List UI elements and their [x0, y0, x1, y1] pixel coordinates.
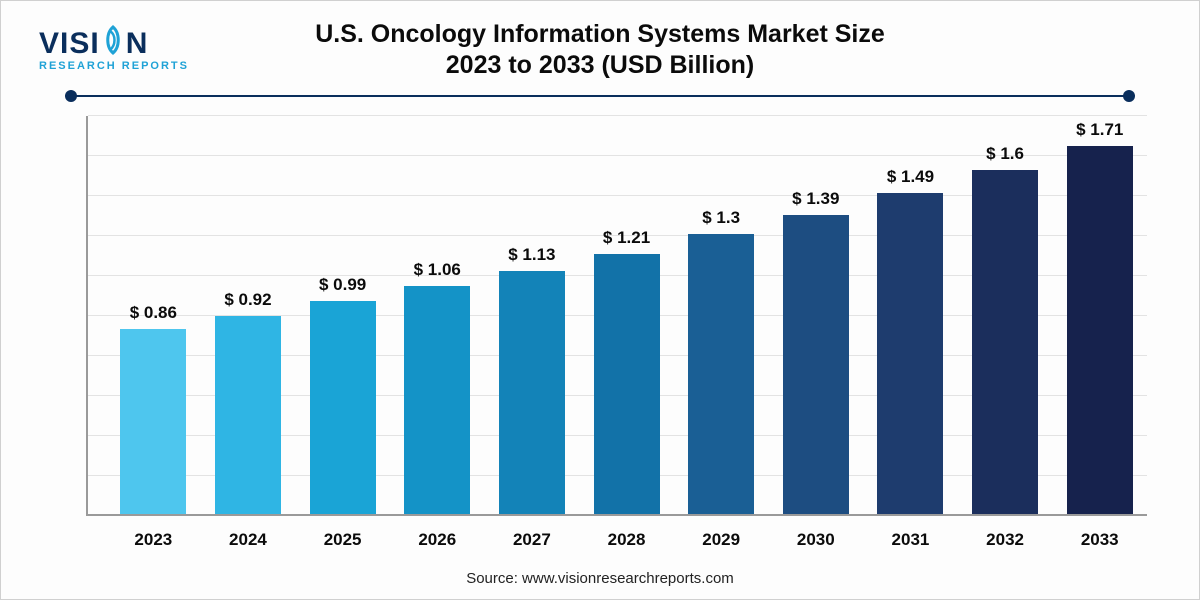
- bar-wrap: $ 1.39: [768, 116, 863, 514]
- bar-value-label: $ 1.06: [414, 260, 461, 280]
- x-axis-label: 2023: [106, 530, 201, 550]
- bar-wrap: $ 1.71: [1052, 116, 1147, 514]
- bar-value-label: $ 1.39: [792, 189, 839, 209]
- bar: [688, 234, 754, 514]
- chart-title: U.S. Oncology Information Systems Market…: [1, 19, 1199, 82]
- bar-wrap: $ 1.49: [863, 116, 958, 514]
- bar: [1067, 146, 1133, 514]
- bar: [310, 301, 376, 514]
- bar-wrap: $ 1.06: [390, 116, 485, 514]
- bar-wrap: $ 1.21: [579, 116, 674, 514]
- x-axis-label: 2026: [390, 530, 485, 550]
- bar: [877, 193, 943, 514]
- bar: [120, 329, 186, 514]
- x-axis-label: 2033: [1052, 530, 1147, 550]
- bar-wrap: $ 0.86: [106, 116, 201, 514]
- x-axis-label: 2024: [201, 530, 296, 550]
- bar-value-label: $ 0.92: [224, 290, 271, 310]
- bar-value-label: $ 1.3: [702, 208, 740, 228]
- bar-value-label: $ 0.99: [319, 275, 366, 295]
- x-axis-label: 2027: [485, 530, 580, 550]
- bar: [594, 254, 660, 514]
- bar-wrap: $ 0.92: [201, 116, 296, 514]
- bar-wrap: $ 1.3: [674, 116, 769, 514]
- x-axis-label: 2032: [958, 530, 1053, 550]
- bar: [783, 215, 849, 514]
- bar-value-label: $ 1.13: [508, 245, 555, 265]
- y-axis: [86, 116, 88, 516]
- x-axis-labels: 2023202420252026202720282029203020312032…: [106, 516, 1147, 550]
- bar-value-label: $ 0.86: [130, 303, 177, 323]
- chart-title-line1: U.S. Oncology Information Systems Market…: [1, 19, 1199, 50]
- x-axis-label: 2031: [863, 530, 958, 550]
- x-axis-label: 2028: [579, 530, 674, 550]
- source-text: Source: www.visionresearchreports.com: [1, 570, 1199, 587]
- bar-value-label: $ 1.49: [887, 167, 934, 187]
- bar: [404, 286, 470, 514]
- x-axis-label: 2025: [295, 530, 390, 550]
- bar-wrap: $ 1.6: [958, 116, 1053, 514]
- title-divider: [71, 95, 1129, 97]
- bar: [972, 170, 1038, 514]
- x-axis-label: 2029: [674, 530, 769, 550]
- bar: [215, 316, 281, 514]
- bar-wrap: $ 1.13: [485, 116, 580, 514]
- x-axis-label: 2030: [768, 530, 863, 550]
- bar-value-label: $ 1.6: [986, 144, 1024, 164]
- bars-container: $ 0.86 $ 0.92 $ 0.99 $ 1.06 $ 1.13 $ 1.21 $ 1.…: [106, 116, 1147, 514]
- bar-wrap: $ 0.99: [295, 116, 390, 514]
- bar: [499, 271, 565, 514]
- bar-value-label: $ 1.71: [1076, 120, 1123, 140]
- chart-title-line2: 2023 to 2033 (USD Billion): [1, 50, 1199, 81]
- bar-chart: $ 0.86 $ 0.92 $ 0.99 $ 1.06 $ 1.13 $ 1.21 $ 1.…: [86, 116, 1147, 516]
- bar-value-label: $ 1.21: [603, 228, 650, 248]
